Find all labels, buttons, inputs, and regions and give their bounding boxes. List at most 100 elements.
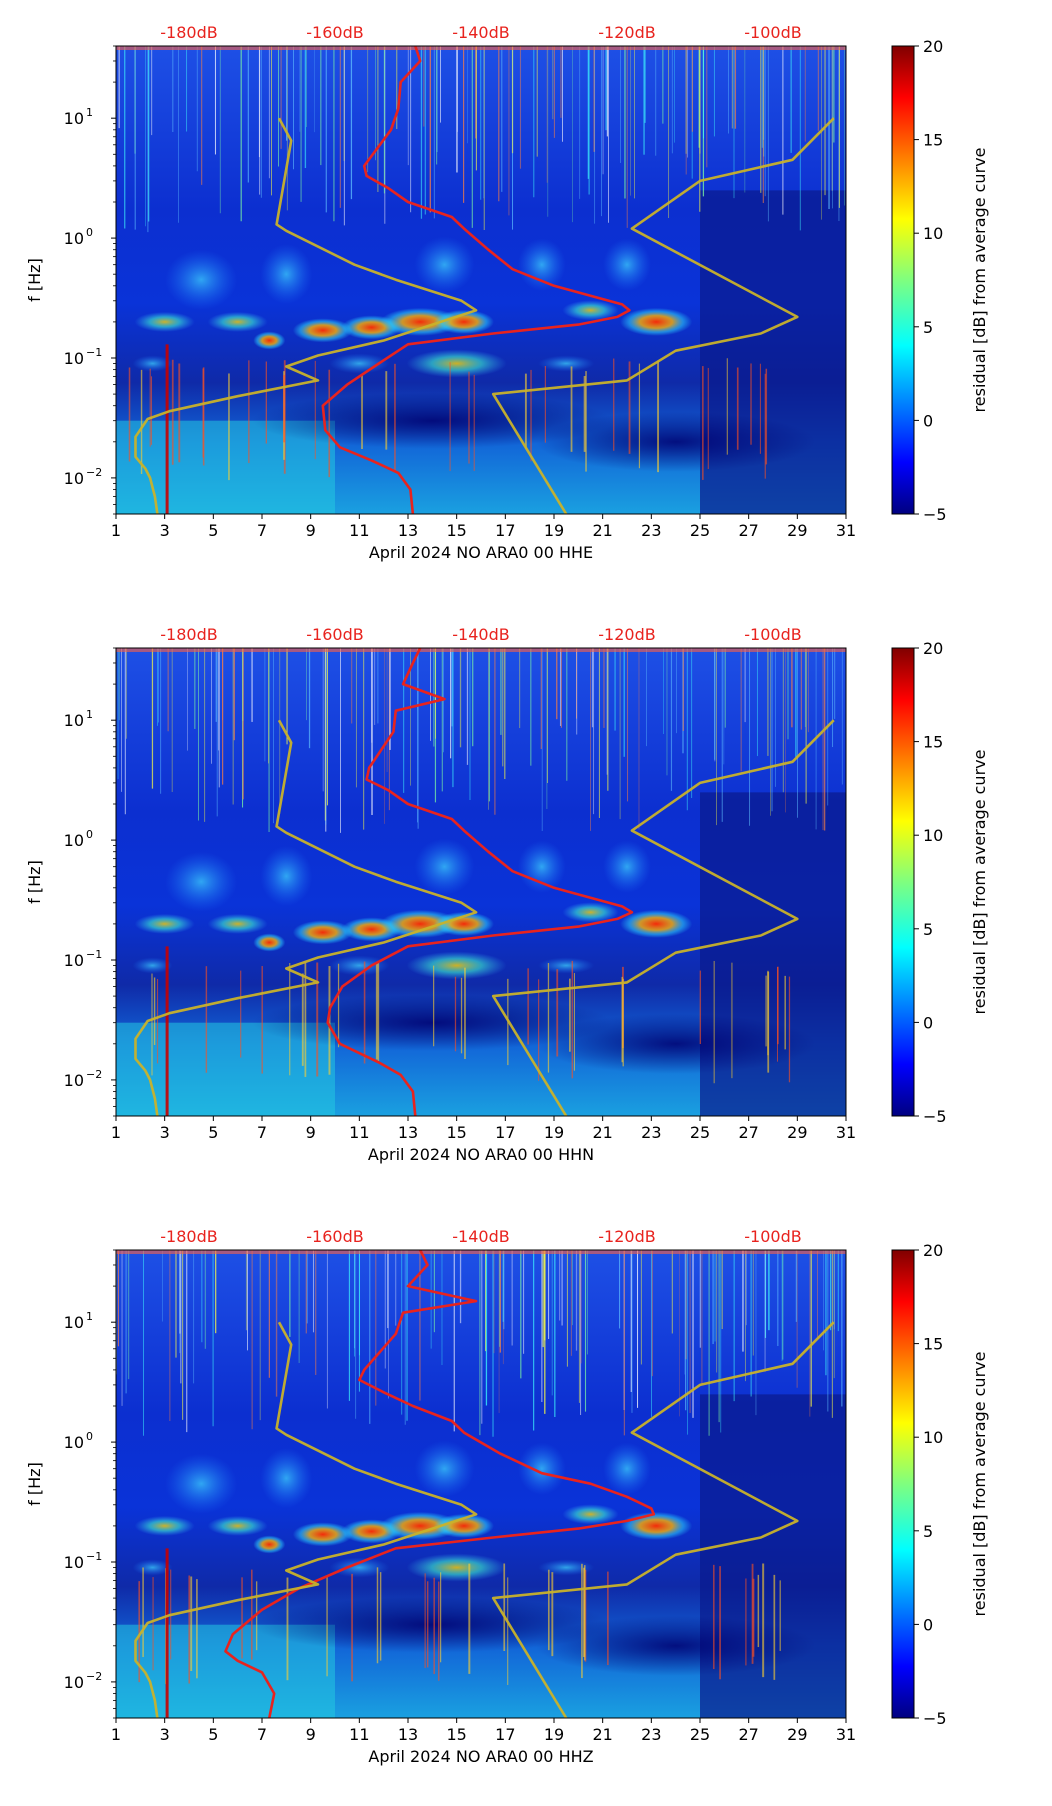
transient-streaks bbox=[116, 1250, 843, 1718]
x-tick-label: 31 bbox=[836, 1725, 856, 1744]
colorbar-tick-label: 20 bbox=[923, 639, 943, 658]
x-tick-label: 15 bbox=[446, 1123, 466, 1142]
x-tick-label: 7 bbox=[257, 1123, 267, 1142]
x-tick-label: 3 bbox=[160, 1123, 170, 1142]
x-tick-label: 21 bbox=[592, 521, 612, 540]
energy-blob bbox=[517, 1442, 566, 1495]
x-tick-label: 19 bbox=[544, 521, 564, 540]
colorbar-gradient bbox=[891, 45, 915, 515]
dark-patch bbox=[535, 1013, 816, 1074]
colorbar-tick-label: 15 bbox=[923, 131, 943, 150]
top-db-label: -180dB bbox=[160, 23, 217, 42]
energy-blob bbox=[538, 957, 595, 974]
dark-patch bbox=[535, 411, 816, 472]
energy-blob bbox=[538, 355, 595, 372]
energy-blob bbox=[433, 911, 494, 936]
x-tick-label: 17 bbox=[495, 521, 515, 540]
y-tick-label: 10 bbox=[64, 1673, 84, 1692]
y-tick-exponent: −2 bbox=[86, 1068, 102, 1081]
top-noise-band bbox=[116, 46, 846, 50]
energy-blob bbox=[433, 1513, 494, 1538]
y-tick-label: 10 bbox=[64, 951, 84, 970]
energy-blob bbox=[517, 238, 566, 291]
energy-blob bbox=[406, 1553, 507, 1582]
energy-blob bbox=[603, 238, 651, 291]
energy-blob bbox=[253, 331, 286, 350]
x-axis-label: April 2024 NO ARA0 00 HHE bbox=[369, 543, 593, 562]
energy-blob bbox=[165, 249, 238, 310]
yellow_model_curve_low bbox=[134, 719, 478, 1116]
colorbar-tick-label: 10 bbox=[923, 1428, 943, 1447]
yellow_model_curve_low bbox=[134, 117, 478, 514]
colorbar-tick-label: 10 bbox=[923, 826, 943, 845]
x-tick-label: 13 bbox=[398, 521, 418, 540]
plot-frame bbox=[115, 647, 847, 1117]
x-tick-label: 25 bbox=[690, 1123, 710, 1142]
energy-blob bbox=[260, 1448, 313, 1509]
yellow_model_curve_high bbox=[491, 719, 835, 1116]
x-tick-label: 27 bbox=[738, 1725, 758, 1744]
x-tick-label: 3 bbox=[160, 521, 170, 540]
x-tick-label: 15 bbox=[446, 521, 466, 540]
x-tick-label: 5 bbox=[208, 1123, 218, 1142]
colorbar-tick-label: −5 bbox=[923, 1107, 947, 1126]
energy-blob bbox=[260, 244, 313, 305]
top-db-label: -140dB bbox=[452, 625, 509, 644]
colorbar-tick-label: 20 bbox=[923, 1241, 943, 1260]
heatmap-area bbox=[116, 1250, 846, 1718]
energy-blob bbox=[134, 311, 195, 332]
y-tick-exponent: 1 bbox=[86, 1310, 93, 1323]
x-tick-label: 21 bbox=[592, 1123, 612, 1142]
y-tick-label: 10 bbox=[64, 109, 84, 128]
y-tick-exponent: −1 bbox=[86, 948, 102, 961]
x-tick-label: 29 bbox=[787, 1725, 807, 1744]
x-tick-label: 19 bbox=[544, 1725, 564, 1744]
top-noise-band bbox=[116, 648, 846, 652]
x-tick-label: 27 bbox=[738, 521, 758, 540]
energy-blob bbox=[134, 913, 195, 934]
y-tick-exponent: −2 bbox=[86, 466, 102, 479]
x-tick-label: 23 bbox=[641, 1123, 661, 1142]
colorbar-label: residual [dB] from average curve bbox=[970, 1352, 989, 1617]
top-db-label: -140dB bbox=[452, 1227, 509, 1246]
x-tick-label: 29 bbox=[787, 521, 807, 540]
x-tick-label: 21 bbox=[592, 1725, 612, 1744]
y-axis-label: f [Hz] bbox=[25, 258, 44, 302]
x-tick-label: 11 bbox=[349, 521, 369, 540]
x-tick-label: 23 bbox=[641, 521, 661, 540]
energy-blob bbox=[329, 955, 390, 976]
top-db-label: -180dB bbox=[160, 1227, 217, 1246]
energy-blob bbox=[620, 909, 693, 938]
y-tick-exponent: −2 bbox=[86, 1670, 102, 1683]
plot-frame bbox=[115, 1249, 847, 1719]
x-tick-label: 23 bbox=[641, 1725, 661, 1744]
colorbar-tick-label: 10 bbox=[923, 224, 943, 243]
plot-frame bbox=[115, 45, 847, 515]
x-tick-label: 31 bbox=[836, 521, 856, 540]
x-tick-label: 25 bbox=[690, 521, 710, 540]
x-tick-label: 25 bbox=[690, 1725, 710, 1744]
x-tick-label: 1 bbox=[111, 521, 121, 540]
top-db-label: -100dB bbox=[744, 1227, 801, 1246]
red_psd_curve bbox=[321, 46, 631, 514]
yellow_model_curve_low bbox=[134, 1321, 478, 1718]
y-tick-exponent: −1 bbox=[86, 1550, 102, 1563]
colorbar-gradient bbox=[891, 647, 915, 1117]
x-tick-label: 17 bbox=[495, 1725, 515, 1744]
y-tick-exponent: −1 bbox=[86, 346, 102, 359]
colorbar-tick-label: −5 bbox=[923, 1709, 947, 1728]
y-tick-exponent: 1 bbox=[86, 106, 93, 119]
x-tick-label: 13 bbox=[398, 1123, 418, 1142]
x-tick-label: 9 bbox=[306, 1725, 316, 1744]
energy-blob bbox=[253, 933, 286, 952]
energy-blob bbox=[414, 1440, 475, 1497]
colorbar-tick-label: 15 bbox=[923, 1335, 943, 1354]
y-tick-label: 10 bbox=[64, 711, 84, 730]
x-tick-label: 5 bbox=[208, 521, 218, 540]
red_psd_curve bbox=[326, 648, 634, 1116]
x-tick-label: 11 bbox=[349, 1725, 369, 1744]
x-tick-label: 11 bbox=[349, 1123, 369, 1142]
top-db-label: -100dB bbox=[744, 23, 801, 42]
